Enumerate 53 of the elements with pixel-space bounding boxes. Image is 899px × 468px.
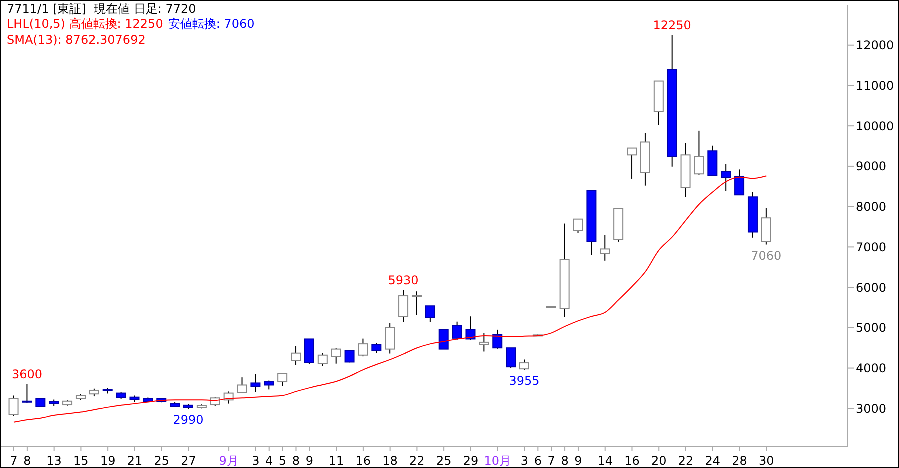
x-tick-label: 15 bbox=[74, 454, 89, 468]
annotation: 安値転換: 7060 bbox=[168, 17, 255, 31]
y-tick-label: 4000 bbox=[856, 362, 887, 376]
chart-title: 7711/1 [東証] 現在値 日足: 7720 bbox=[7, 2, 198, 17]
x-tick-label: 13 bbox=[46, 454, 62, 468]
x-tick-label: 9 bbox=[574, 454, 582, 468]
x-tick-label: 5 bbox=[278, 454, 287, 468]
y-tick-label: 5000 bbox=[856, 321, 887, 336]
x-tick-label: 7 bbox=[548, 454, 556, 468]
y-tick-label: 7000 bbox=[856, 240, 887, 254]
annotation: 3955 bbox=[509, 374, 540, 388]
y-tick-label: 8000 bbox=[856, 200, 887, 214]
x-tick-label: 16 bbox=[624, 454, 640, 468]
x-tick-label: 14 bbox=[598, 454, 613, 468]
y-tick-label: 10000 bbox=[856, 119, 894, 134]
x-tick-label: 10月 bbox=[484, 454, 512, 468]
x-tick-label: 18 bbox=[382, 454, 398, 468]
annotation: LHL(10,5) 高値転換: 12250 bbox=[7, 17, 164, 31]
x-tick-label: 20 bbox=[651, 454, 667, 468]
x-tick-label: 4 bbox=[266, 454, 274, 468]
x-tick-label: 3 bbox=[252, 454, 260, 468]
x-tick-label: 3 bbox=[520, 454, 529, 468]
x-tick-label: 25 bbox=[436, 454, 452, 468]
y-tick-label: 6000 bbox=[856, 280, 887, 295]
text: SMA(13): 8762.307692 bbox=[7, 33, 146, 48]
x-tick-label: 6 bbox=[534, 454, 542, 468]
x-tick-label: 21 bbox=[127, 454, 143, 468]
x-tick-label: 9 bbox=[306, 454, 314, 468]
annotation: 7060 bbox=[751, 248, 782, 263]
x-tick-label: 30 bbox=[759, 454, 774, 468]
x-tick-label: 9月 bbox=[219, 454, 239, 468]
annotation: 12250 bbox=[653, 18, 692, 32]
x-tick-label: 28 bbox=[732, 454, 748, 468]
y-tick-label: 12000 bbox=[856, 38, 894, 53]
y-tick-label: 11000 bbox=[856, 78, 894, 93]
x-tick-label: 25 bbox=[154, 454, 170, 468]
annotation: 5930 bbox=[388, 273, 419, 288]
y-tick-label: 9000 bbox=[856, 160, 887, 174]
x-tick-label: 22 bbox=[410, 454, 425, 468]
x-tick-label: 11 bbox=[328, 454, 344, 468]
x-tick-label: 8 bbox=[292, 454, 300, 468]
x-tick-label: 29 bbox=[463, 454, 479, 468]
x-tick-label: 19 bbox=[100, 454, 116, 468]
x-tick-label: 8 bbox=[561, 454, 569, 468]
annotation: 2990 bbox=[173, 413, 204, 428]
y-tick-label: 3000 bbox=[856, 402, 887, 416]
x-tick-label: 16 bbox=[356, 454, 372, 468]
x-tick-label: 22 bbox=[678, 454, 694, 468]
x-tick-label: 8 bbox=[24, 454, 32, 468]
annotation: 3600 bbox=[12, 367, 42, 382]
x-tick-label: 7 bbox=[10, 454, 18, 468]
x-tick-label: 24 bbox=[705, 454, 721, 468]
x-tick-label: 27 bbox=[181, 454, 196, 468]
